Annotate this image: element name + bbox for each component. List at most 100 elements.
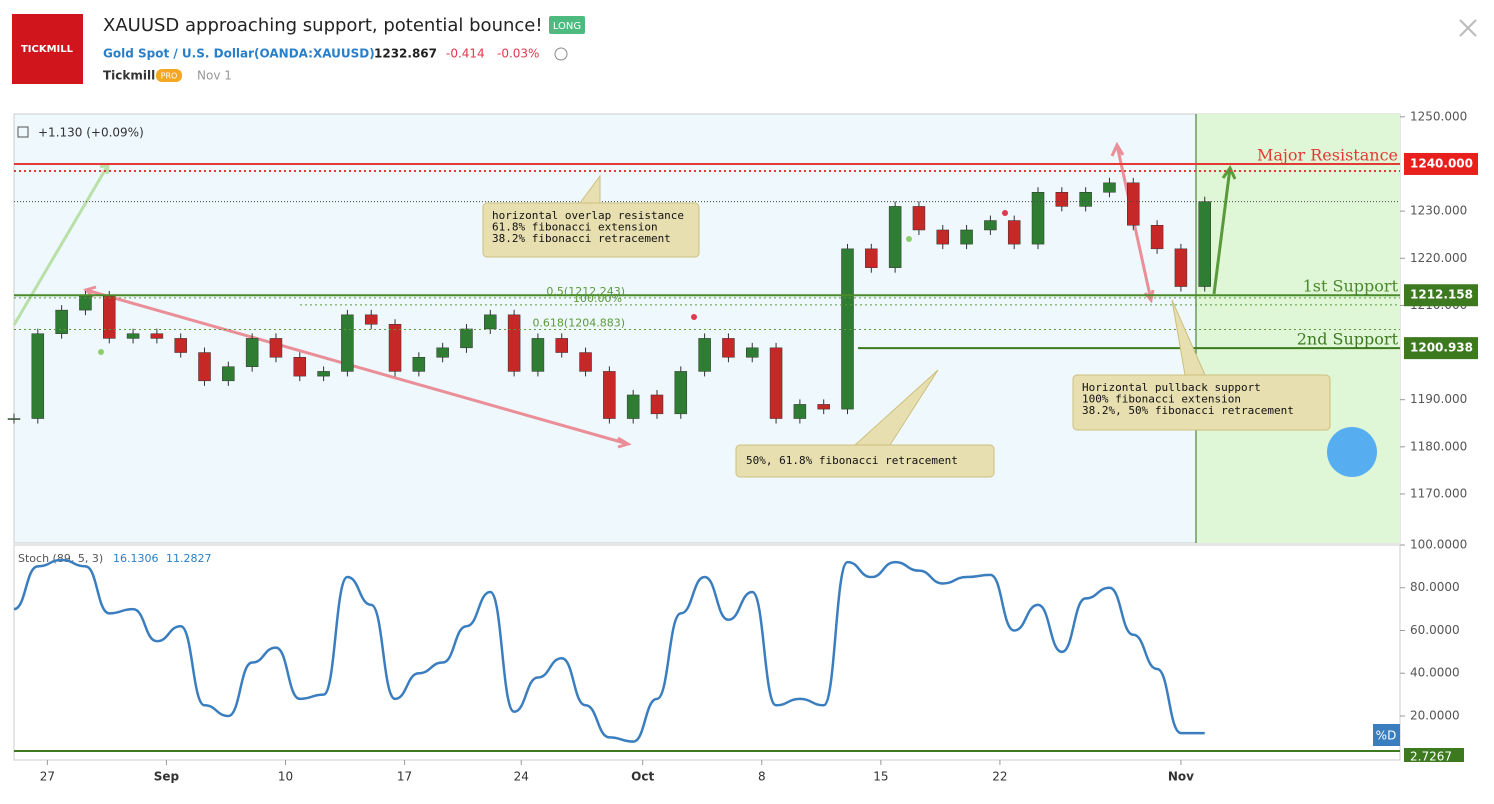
candle [603,371,616,419]
candle [269,338,283,358]
level-badge-bg [1404,337,1478,360]
callout-text: 38.2%, 50% fibonacci retracement [1082,404,1294,417]
callout-tail [854,369,939,446]
candle [1007,220,1021,245]
candle [865,248,878,268]
candle [174,338,187,353]
candle [103,295,116,339]
price: 1232.867 [374,47,437,61]
candle [341,314,354,372]
price-pane [13,113,1401,544]
candle [222,366,235,382]
candle [817,404,830,410]
level-badge: 1212.158 [1410,288,1473,302]
stoch-line [13,558,1205,743]
callout-text: 38.2% fibonacci retracement [492,232,671,245]
d-badge-bg [1373,724,1400,746]
candle [1103,182,1116,193]
callout [1072,374,1331,431]
y-tick-label: 1170.000 [1410,486,1467,500]
candle [531,338,545,372]
candle [960,229,973,245]
candle [460,328,473,349]
x-tick-label: 10 [278,770,293,784]
candle [126,333,140,339]
candle [388,324,402,372]
candle [317,371,330,377]
candle [293,357,307,377]
x-tick-label: Oct [631,770,654,784]
last-badge-bg [1404,748,1464,762]
callout-text: 50%, 61.8% fibonacci retracement [746,454,958,467]
y-tick-label: 1230.000 [1410,204,1467,218]
level-badge-bg [1404,152,1478,175]
candle [245,338,259,367]
candle [55,309,68,334]
change: -0.414 [446,47,485,61]
fib-label: 0.618(1204.883) [532,317,625,330]
y-tick-label: 20.0000 [1410,708,1460,722]
level-badge: 1200.938 [1410,341,1473,355]
callout-text: horizontal overlap resistance [492,209,684,222]
candle [1031,192,1045,245]
badge-bg [156,69,182,82]
y-tick-label: 100.0000 [1410,538,1467,552]
x-tick-label: 8 [758,770,766,784]
title: XAUUSD approaching support, potential bo… [103,15,543,36]
level-name: Major Resistance [1257,145,1398,164]
candle [888,206,902,268]
candle [1055,192,1069,207]
date: Nov 1 [197,69,232,83]
x-tick-label: 15 [873,770,888,784]
x-tick-label: Nov [1168,770,1194,784]
candle [412,357,426,372]
y-tick-label: 1220.000 [1410,251,1467,265]
symbol[interactable]: (OANDA:XAUUSD) [254,47,375,61]
logo: TICKMILL [21,44,74,55]
cursor-dot [1327,427,1377,477]
d-badge: %D [1376,729,1397,743]
tag: LONG [553,21,581,32]
close-button[interactable] [1459,19,1477,37]
x-tick-label: 17 [397,770,412,784]
candle [626,394,640,419]
instrument[interactable]: Gold Spot / U.S. Dollar [103,47,254,61]
candle [674,371,688,415]
stoch-legend: Stoch (89, 5, 3) [18,552,103,565]
last-badge: 2.7267 [1410,750,1452,764]
author[interactable]: Tickmill [103,69,155,83]
candle [793,404,807,419]
x-tick-label: 24 [514,770,529,784]
callout-text: 100% fibonacci extension [1082,393,1241,406]
candle [841,248,854,410]
candle [7,418,21,420]
candle [1174,248,1188,287]
candle [1198,201,1211,287]
candle [31,333,45,419]
y-tick-label: 1180.000 [1410,439,1467,453]
price-legend: +1.130 (+0.09%) [38,126,144,140]
tag-bg [549,16,585,34]
y-tick-label: 1190.000 [1410,392,1467,406]
candle [507,314,521,372]
candle [1150,225,1164,250]
candle [150,333,164,339]
alarm-icon[interactable] [554,47,568,61]
badge: PRO [161,72,178,81]
candle [364,314,378,325]
y-tick-label: 1250.000 [1410,109,1467,123]
y-tick-label: 80.0000 [1410,580,1460,594]
level-name: 2nd Support [1297,330,1399,349]
stoch-pane [13,544,1401,761]
candle [698,338,711,372]
level-name: 1st Support [1303,277,1399,296]
collapse[interactable] [17,126,29,138]
x-tick-label: 27 [40,770,55,784]
change-pct: -0.03% [497,47,539,61]
logo-box [12,14,83,84]
y-tick-label: 60.0000 [1410,623,1460,637]
callout-tail [579,174,601,204]
target-zone [1196,114,1400,543]
